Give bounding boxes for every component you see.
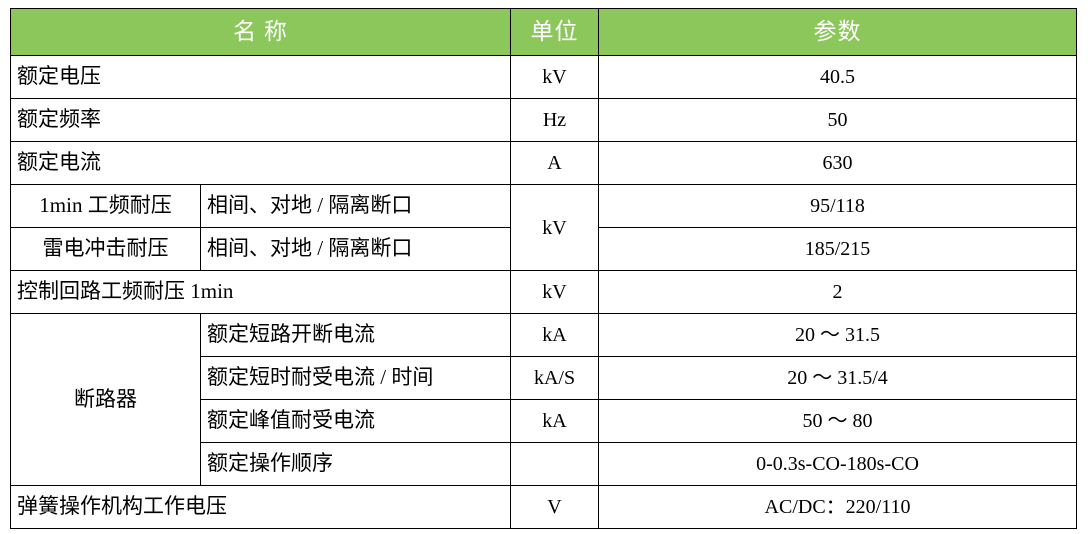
- row-parameter: 50 ～ 80: [598, 399, 1077, 443]
- column-header-parameter: 参数: [598, 8, 1077, 56]
- row-unit: V: [510, 485, 599, 529]
- row-parameter: 20 ～ 31.5: [598, 313, 1077, 357]
- specification-table: 名 称 单位 参数 额定电压 kV 40.5 额定频率 Hz 50 额定电流 A: [10, 8, 1077, 529]
- row-name: 额定电流: [10, 141, 511, 185]
- table-row: 控制回路工频耐压 1min kV 2: [10, 270, 1077, 314]
- row-name: 雷电冲击耐压: [10, 227, 201, 271]
- row-name: 1min 工频耐压: [10, 184, 201, 228]
- row-unit: kV: [510, 184, 599, 271]
- column-header-unit: 单位: [510, 8, 599, 56]
- table-row: 额定短时耐受电流 / 时间 kA/S 20 ～ 31.5/4: [11, 356, 1077, 400]
- row-subname: 相间、对地 / 隔离断口: [200, 227, 511, 271]
- row-unit: A: [510, 141, 599, 185]
- row-subname: 额定短路开断电流: [200, 313, 511, 357]
- row-parameter: 630: [598, 141, 1077, 185]
- table-row: 额定频率 Hz 50: [10, 98, 1077, 142]
- row-parameter: AC/DC：220/110: [598, 485, 1077, 529]
- table-header: 名 称 单位 参数: [10, 8, 1077, 56]
- row-subname: 额定短时耐受电流 / 时间: [200, 356, 511, 400]
- row-parameter: 50: [598, 98, 1077, 142]
- row-subname: 额定峰值耐受电流: [200, 399, 511, 443]
- row-unit: Hz: [510, 98, 599, 142]
- row-unit: kA: [510, 399, 599, 443]
- row-name: 控制回路工频耐压 1min: [10, 270, 511, 314]
- table-row: 断路器 额定短路开断电流 kA 20 ～ 31.5: [10, 313, 1077, 486]
- row-unit: kV: [510, 55, 599, 99]
- table-row: 弹簧操作机构工作电压 V AC/DC：220/110: [10, 485, 1077, 529]
- row-name: 弹簧操作机构工作电压: [10, 485, 511, 529]
- row-parameter: 95/118: [598, 184, 1077, 228]
- row-name: 额定电压: [10, 55, 511, 99]
- table-row: 额定电流 A 630: [10, 141, 1077, 185]
- row-parameter: 185/215: [598, 227, 1077, 271]
- table-body: 额定电压 kV 40.5 额定频率 Hz 50 额定电流 A 630 1min …: [10, 55, 1077, 529]
- row-name: 额定频率: [10, 98, 511, 142]
- row-subname: 额定操作顺序: [200, 442, 511, 486]
- row-unit: kA: [510, 313, 599, 357]
- row-parameter: 20 ～ 31.5/4: [598, 356, 1077, 400]
- row-parameter: 2: [598, 270, 1077, 314]
- row-group-name-circuit-breaker: 断路器: [10, 313, 201, 486]
- row-unit: [510, 442, 599, 486]
- table-row: 额定电压 kV 40.5: [10, 55, 1077, 99]
- header-row: 名 称 单位 参数: [10, 8, 1077, 56]
- row-parameter: 40.5: [598, 55, 1077, 99]
- column-header-name: 名 称: [10, 8, 511, 56]
- row-unit: kA/S: [510, 356, 599, 400]
- row-unit: kV: [510, 270, 599, 314]
- table-row: 1min 工频耐压 相间、对地 / 隔离断口 kV 95/118: [10, 184, 1077, 271]
- table-row: 雷电冲击耐压 相间、对地 / 隔离断口 185/215: [10, 227, 1077, 271]
- row-parameter: 0-0.3s-CO-180s-CO: [598, 442, 1077, 486]
- row-subname: 相间、对地 / 隔离断口: [200, 184, 511, 228]
